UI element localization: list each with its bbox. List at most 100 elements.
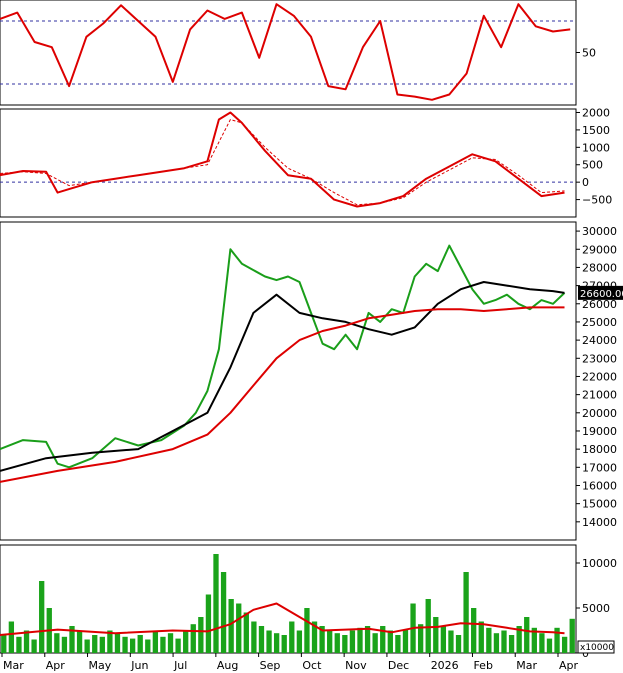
volume-bar bbox=[433, 617, 439, 653]
volume-bar bbox=[455, 635, 462, 653]
unit-label: x10000 bbox=[580, 643, 614, 653]
volume-bar bbox=[243, 612, 249, 653]
volume-bar bbox=[311, 621, 318, 653]
x-axis: Mar Apr May Jun Jul Aug Sep Oct Nov Dec 2026 Feb Mar… bbox=[1, 653, 579, 672]
volume-bar bbox=[61, 636, 68, 653]
series-line-1 bbox=[0, 281, 565, 472]
y-tick-label: 500 bbox=[582, 159, 603, 172]
volume-bar bbox=[372, 633, 378, 653]
volume-bar bbox=[281, 635, 287, 653]
x-tick-label: Apr bbox=[559, 659, 579, 672]
y-tick-label: 28000 bbox=[582, 261, 617, 274]
y-tick-label: −500 bbox=[582, 194, 612, 207]
y-tick-label: 2000 bbox=[582, 106, 610, 119]
volume-bar bbox=[486, 627, 492, 653]
volume-bar bbox=[39, 581, 45, 653]
volume-bar bbox=[1, 635, 7, 653]
volume-bar bbox=[304, 608, 310, 653]
x-tick-label: Feb bbox=[473, 659, 492, 672]
x-tick-label: Sep bbox=[260, 659, 281, 672]
y-tick-label: 19000 bbox=[582, 425, 617, 438]
y-tick-label: 18000 bbox=[582, 443, 617, 456]
volume-bar bbox=[205, 594, 212, 653]
volume-bar bbox=[516, 626, 522, 653]
x-tick-label: Mar bbox=[3, 659, 24, 672]
volume-bar bbox=[54, 633, 60, 653]
x-tick-label: May bbox=[89, 659, 112, 672]
volume-bar bbox=[31, 639, 37, 653]
volume-bar bbox=[357, 627, 363, 653]
volume-bar bbox=[145, 639, 151, 653]
volume-bar bbox=[69, 626, 75, 653]
y-tick-label: 15000 bbox=[582, 498, 617, 511]
x-tick-label: 2026 bbox=[431, 659, 459, 672]
volume-bar bbox=[478, 621, 484, 653]
y-tick-label: 23000 bbox=[582, 352, 617, 365]
y-tick-label: 29000 bbox=[582, 243, 617, 256]
volume-bar bbox=[327, 630, 333, 653]
x-tick-label: Mar bbox=[516, 659, 537, 672]
volume-bar bbox=[364, 626, 371, 653]
volume-bar bbox=[569, 618, 575, 653]
y-tick-label: 16000 bbox=[582, 479, 617, 492]
x-tick-label: Jun bbox=[130, 659, 148, 672]
macd-panel: −500 0 500 1000 1500 2000 bbox=[0, 106, 612, 218]
volume-bar bbox=[228, 599, 234, 653]
volume-bar bbox=[296, 630, 303, 653]
volume-bar bbox=[183, 630, 189, 653]
series-line-0 bbox=[0, 111, 565, 208]
y-tick-label: 1000 bbox=[582, 141, 610, 154]
volume-bar bbox=[236, 603, 242, 653]
volume-bar bbox=[554, 627, 560, 653]
price-frame bbox=[0, 221, 577, 541]
x-tick-label: Nov bbox=[345, 659, 367, 672]
volume-bar bbox=[546, 638, 553, 653]
y-tick-label: 5000 bbox=[582, 602, 610, 615]
volume-bar bbox=[395, 635, 401, 653]
y-tick-label: 25000 bbox=[582, 316, 617, 329]
volume-bar bbox=[319, 626, 325, 653]
volume-bar bbox=[129, 638, 136, 653]
volume-bar bbox=[213, 554, 219, 653]
volume-bar bbox=[99, 636, 105, 653]
y-tick-label: 0 bbox=[582, 176, 589, 189]
volume-bar bbox=[387, 630, 393, 653]
y-tick-label: 21000 bbox=[582, 389, 617, 402]
volume-bar bbox=[440, 626, 447, 653]
x-tick-label: Oct bbox=[302, 659, 322, 672]
volume-bar bbox=[92, 635, 98, 653]
volume-bar bbox=[114, 633, 121, 653]
stochastic-panel: 50 bbox=[0, 0, 596, 106]
last-price-box bbox=[578, 285, 623, 300]
y-tick-label: 26000 bbox=[582, 298, 617, 311]
macd-frame bbox=[0, 108, 577, 218]
x-tick-label: Jul bbox=[173, 659, 187, 672]
volume-bar bbox=[198, 617, 204, 653]
volume-bar bbox=[137, 635, 143, 653]
volume-bar bbox=[561, 636, 568, 653]
y-tick-label: 10000 bbox=[582, 557, 617, 570]
volume-bar bbox=[349, 630, 356, 653]
y-tick-label: 50 bbox=[582, 47, 596, 60]
y-tick-label: 22000 bbox=[582, 370, 617, 383]
volume-bar bbox=[334, 633, 340, 653]
volume-bar bbox=[190, 624, 196, 653]
volume-bar bbox=[425, 599, 431, 653]
volume-bar bbox=[380, 626, 386, 653]
volume-bar bbox=[493, 633, 500, 653]
volume-bar bbox=[167, 633, 174, 653]
y-tick-label: 17000 bbox=[582, 461, 617, 474]
volume-frame bbox=[0, 544, 577, 654]
y-tick-label: 14000 bbox=[582, 516, 617, 529]
volume-bar bbox=[289, 621, 295, 653]
volume-bar bbox=[152, 630, 159, 653]
volume-bar bbox=[16, 636, 22, 653]
y-tick-label: 1500 bbox=[582, 124, 610, 137]
x-tick-label: Dec bbox=[388, 659, 409, 672]
volume-bar bbox=[175, 638, 181, 653]
volume-bar bbox=[417, 624, 424, 653]
volume-bar bbox=[8, 621, 15, 653]
volume-bar bbox=[524, 617, 530, 653]
unit-box bbox=[577, 640, 615, 654]
